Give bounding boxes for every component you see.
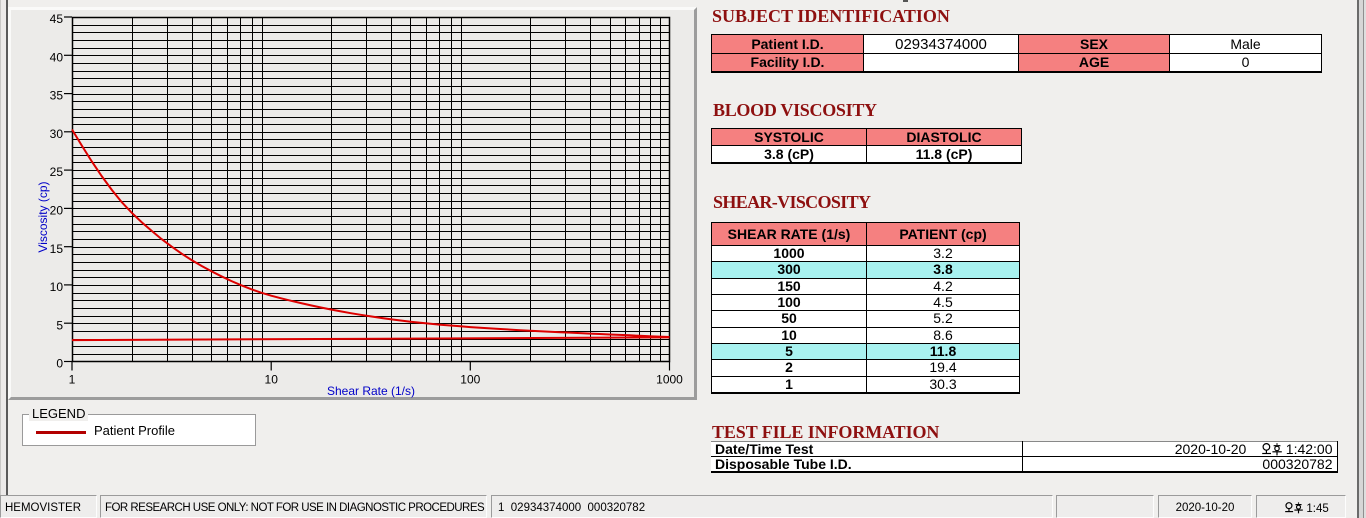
svg-text:Viscosity (cp): Viscosity (cp) [36,181,50,252]
svg-text:35: 35 [50,89,64,103]
svg-text:45: 45 [50,12,64,26]
svg-text:0: 0 [56,357,63,371]
svg-text:20: 20 [50,204,64,218]
svg-text:10: 10 [265,373,279,387]
svg-text:25: 25 [50,165,64,179]
svg-text:10: 10 [50,280,64,294]
svg-text:5: 5 [56,318,63,332]
svg-text:100: 100 [460,373,480,387]
svg-text:30: 30 [50,127,64,141]
svg-text:40: 40 [50,50,64,64]
svg-text:1000: 1000 [656,373,683,387]
svg-text:Shear Rate (1/s): Shear Rate (1/s) [327,384,415,398]
svg-text:15: 15 [50,242,64,256]
svg-text:1: 1 [69,373,76,387]
